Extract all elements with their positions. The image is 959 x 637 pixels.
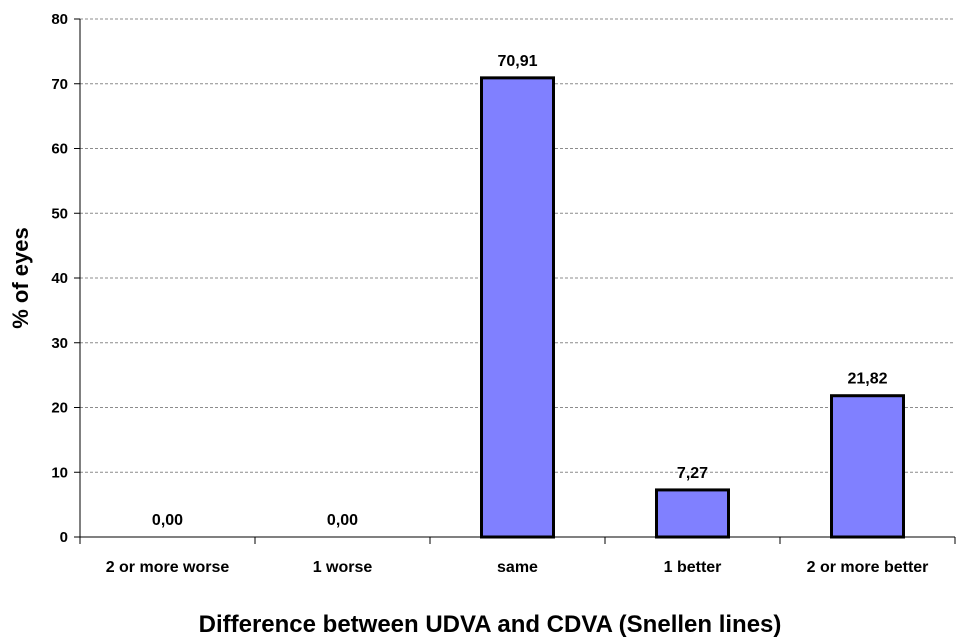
data-label: 0,00 — [327, 512, 358, 529]
x-axis-title: Difference between UDVA and CDVA (Snelle… — [199, 611, 782, 637]
x-tick-label: 2 or more better — [807, 559, 929, 576]
y-axis-title: % of eyes — [8, 227, 33, 329]
data-label: 7,27 — [677, 465, 708, 482]
y-tick-label: 80 — [51, 11, 68, 28]
data-label: 0,00 — [152, 512, 183, 529]
y-tick-label: 70 — [51, 76, 68, 93]
y-tick-label: 60 — [51, 141, 68, 158]
y-tick-label: 0 — [60, 529, 68, 546]
x-tick-labels: 2 or more worse 1 worse same 1 better 2 or m… — [79, 537, 956, 576]
x-tick-label: 1 worse — [313, 559, 373, 576]
y-tick-labels: 0 10 20 30 40 50 60 70 80 — [51, 11, 80, 546]
y-tick-label: 50 — [51, 205, 68, 222]
data-label: 21,82 — [847, 371, 887, 388]
x-tick-label: same — [497, 559, 538, 576]
bar — [480, 76, 555, 539]
x-tick-label: 1 better — [664, 559, 722, 576]
data-labels: 0,00 0,00 70,91 7,27 21,82 — [152, 53, 888, 529]
y-tick-label: 10 — [51, 464, 68, 481]
y-tick-label: 40 — [51, 270, 68, 287]
data-label: 70,91 — [497, 53, 537, 70]
y-tick-label: 20 — [51, 400, 68, 417]
bar — [655, 488, 730, 539]
y-tick-label: 30 — [51, 335, 68, 352]
x-tick-label: 2 or more worse — [106, 559, 230, 576]
bar — [830, 394, 905, 539]
